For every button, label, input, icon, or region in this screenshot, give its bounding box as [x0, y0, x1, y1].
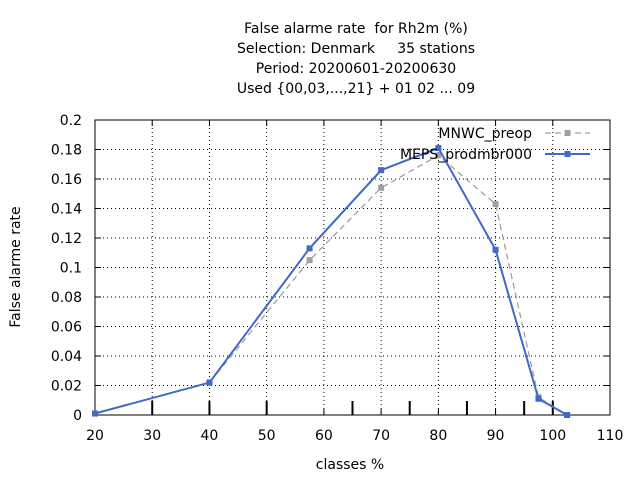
- y-tick-label: 0.04: [51, 349, 82, 365]
- data-point: [435, 152, 442, 159]
- y-tick-label: 0.16: [51, 172, 82, 188]
- y-tick-label: 0.06: [51, 320, 82, 336]
- x-tick-label: 100: [539, 428, 566, 444]
- x-axis-label: classes %: [315, 457, 385, 473]
- data-point: [435, 145, 442, 152]
- x-axis: 20 30 40 50 60 70 80 90 100 110: [86, 120, 623, 444]
- data-point: [92, 410, 98, 417]
- data-point: [306, 257, 313, 264]
- x-tick-label: 60: [315, 428, 333, 444]
- x-tick-label: 30: [143, 428, 161, 444]
- title-line-3: Period: 20200601-20200630: [255, 61, 457, 77]
- y-tick-label: 0.1: [60, 261, 82, 277]
- x-tick-label: 20: [86, 428, 104, 444]
- y-axis: 0 0.02 0.04 0.06 0.08 0.1 0.12 0.14 0.16 0.18 0.2: [51, 113, 610, 424]
- y-tick-label: 0.02: [51, 379, 82, 395]
- data-point: [492, 246, 499, 253]
- legend-label: MEPS_prodmbr000: [400, 147, 532, 163]
- data-point: [378, 184, 385, 191]
- x-tick-label: 50: [258, 428, 276, 444]
- x-tick-label: 40: [201, 428, 219, 444]
- y-tick-label: 0.2: [60, 113, 82, 129]
- data-point: [492, 201, 499, 208]
- x-tick-label: 80: [429, 428, 447, 444]
- y-tick-label: 0: [73, 408, 82, 424]
- series-line: [94, 154, 568, 416]
- data-point: [306, 245, 313, 252]
- y-tick-label: 0.14: [51, 202, 82, 218]
- title-line-4: Used {00,03,...,21} + 01 02 ... 09: [236, 81, 476, 97]
- legend: MNWC_preop MEPS_prodmbr000: [400, 126, 590, 163]
- title-line-1: False alarme rate for Rh2m (%): [244, 21, 468, 37]
- series-MEPS_prodmbr000: [92, 145, 571, 418]
- series-line: [94, 146, 568, 416]
- y-tick-label: 0.08: [51, 290, 82, 306]
- y-tick-label: 0.18: [51, 143, 82, 159]
- x-tick-label: 90: [487, 428, 505, 444]
- data-point: [535, 395, 542, 402]
- class-bound-markers: [151, 401, 554, 415]
- x-tick-label: 110: [597, 428, 624, 444]
- title-line-2: Selection: Denmark 35 stations: [236, 41, 476, 57]
- series-MNWC_preop: [92, 152, 571, 418]
- data-point: [378, 167, 385, 174]
- x-tick-label: 70: [372, 428, 390, 444]
- y-tick-label: 0.12: [51, 231, 82, 247]
- legend-label: MNWC_preop: [438, 126, 532, 142]
- data-point: [206, 379, 213, 386]
- data-point: [564, 412, 571, 418]
- legend-marker: [564, 151, 571, 157]
- legend-marker: [564, 130, 571, 136]
